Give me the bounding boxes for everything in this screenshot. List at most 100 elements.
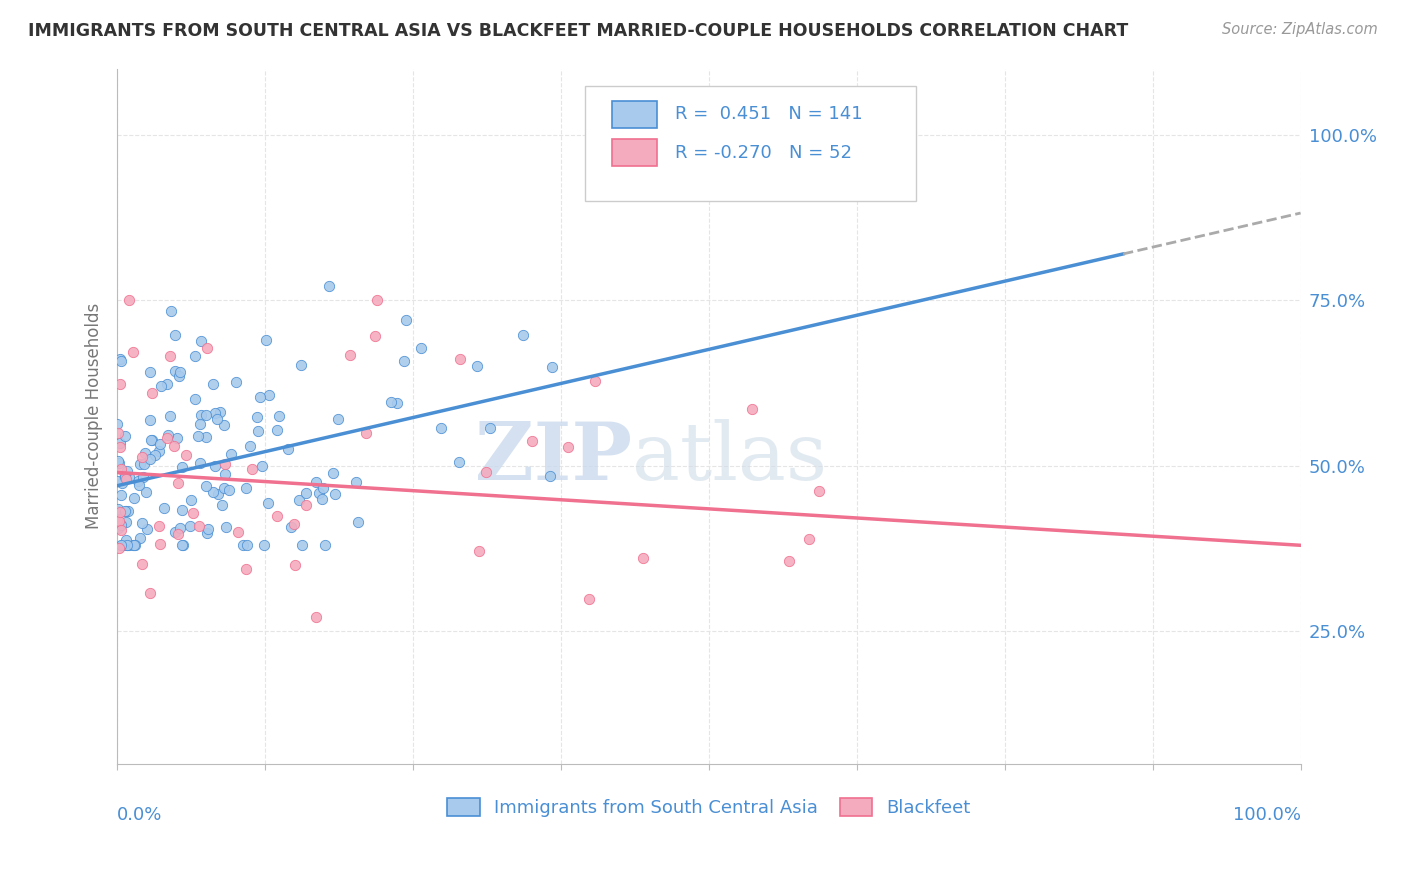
Point bbox=[139, 586, 162, 600]
Point bbox=[167, 368, 190, 383]
Point bbox=[208, 404, 231, 418]
Legend: Immigrants from South Central Asia, Blackfeet: Immigrants from South Central Asia, Blac… bbox=[440, 790, 979, 824]
Point bbox=[290, 358, 312, 372]
Point bbox=[280, 520, 302, 534]
Point bbox=[114, 469, 136, 483]
Point bbox=[187, 428, 209, 442]
Point bbox=[807, 483, 830, 498]
Point bbox=[204, 406, 226, 420]
Point bbox=[211, 498, 233, 512]
Point bbox=[149, 379, 172, 393]
Point bbox=[478, 420, 501, 434]
Point bbox=[225, 375, 247, 389]
Point bbox=[449, 455, 471, 469]
Point bbox=[195, 341, 218, 355]
Point bbox=[195, 479, 218, 493]
Point bbox=[108, 351, 131, 366]
Point bbox=[195, 526, 218, 541]
Point bbox=[179, 518, 201, 533]
Point bbox=[121, 344, 143, 359]
Point bbox=[110, 517, 132, 532]
Point bbox=[143, 448, 166, 462]
Point bbox=[409, 341, 432, 355]
Point bbox=[195, 430, 218, 444]
Point bbox=[468, 544, 491, 558]
Point bbox=[176, 448, 198, 462]
Point bbox=[512, 327, 534, 342]
Point bbox=[157, 428, 180, 442]
Point bbox=[156, 377, 179, 392]
Point bbox=[129, 457, 152, 471]
Point bbox=[254, 333, 277, 347]
Point bbox=[136, 522, 159, 536]
Point bbox=[107, 456, 129, 470]
Point bbox=[294, 498, 316, 512]
Point bbox=[162, 439, 184, 453]
Point bbox=[124, 538, 146, 552]
Point bbox=[184, 349, 207, 363]
Point bbox=[131, 516, 153, 530]
Point bbox=[266, 508, 288, 523]
Point bbox=[107, 504, 129, 518]
Point bbox=[117, 538, 139, 552]
Point bbox=[108, 514, 131, 528]
Point bbox=[395, 313, 418, 327]
Point bbox=[139, 433, 162, 447]
Point bbox=[139, 366, 162, 380]
Point bbox=[108, 456, 131, 470]
Point bbox=[131, 557, 153, 571]
Point bbox=[128, 478, 150, 492]
Point bbox=[197, 522, 219, 536]
Point bbox=[346, 475, 368, 490]
Point bbox=[354, 425, 377, 440]
Point bbox=[246, 410, 269, 425]
Point bbox=[105, 417, 128, 432]
Point bbox=[121, 538, 143, 552]
Point bbox=[235, 538, 257, 552]
Point bbox=[520, 434, 543, 448]
Point bbox=[219, 447, 242, 461]
Point bbox=[141, 434, 163, 448]
Point bbox=[394, 353, 416, 368]
Point bbox=[283, 516, 305, 531]
Point bbox=[107, 521, 129, 535]
Point bbox=[323, 487, 346, 501]
Point bbox=[122, 491, 145, 505]
Point bbox=[115, 504, 138, 518]
Point bbox=[170, 502, 193, 516]
Point bbox=[205, 412, 228, 426]
Point bbox=[122, 538, 145, 552]
Point bbox=[172, 538, 194, 552]
Point bbox=[134, 457, 156, 471]
Point bbox=[214, 467, 236, 481]
Point bbox=[108, 440, 131, 454]
Point bbox=[283, 558, 305, 572]
Point bbox=[112, 538, 135, 552]
Point bbox=[540, 360, 562, 375]
Point bbox=[201, 485, 224, 500]
Point bbox=[195, 408, 218, 422]
Point bbox=[232, 538, 254, 552]
Point bbox=[166, 432, 188, 446]
Point bbox=[114, 533, 136, 547]
Point bbox=[291, 538, 314, 552]
Point bbox=[167, 527, 190, 541]
Point bbox=[267, 409, 290, 423]
Point bbox=[108, 541, 131, 555]
Point bbox=[187, 519, 209, 533]
FancyBboxPatch shape bbox=[585, 86, 915, 201]
Point bbox=[235, 481, 257, 495]
Point bbox=[557, 440, 579, 454]
Point bbox=[183, 507, 205, 521]
Point bbox=[128, 532, 150, 546]
Point bbox=[190, 456, 212, 470]
Point bbox=[449, 351, 471, 366]
Point bbox=[148, 519, 170, 533]
Point bbox=[163, 364, 186, 378]
Point bbox=[184, 392, 207, 406]
Point bbox=[212, 481, 235, 495]
Point bbox=[115, 538, 138, 552]
Point bbox=[249, 390, 271, 404]
Point bbox=[131, 469, 153, 483]
Point bbox=[387, 395, 409, 409]
